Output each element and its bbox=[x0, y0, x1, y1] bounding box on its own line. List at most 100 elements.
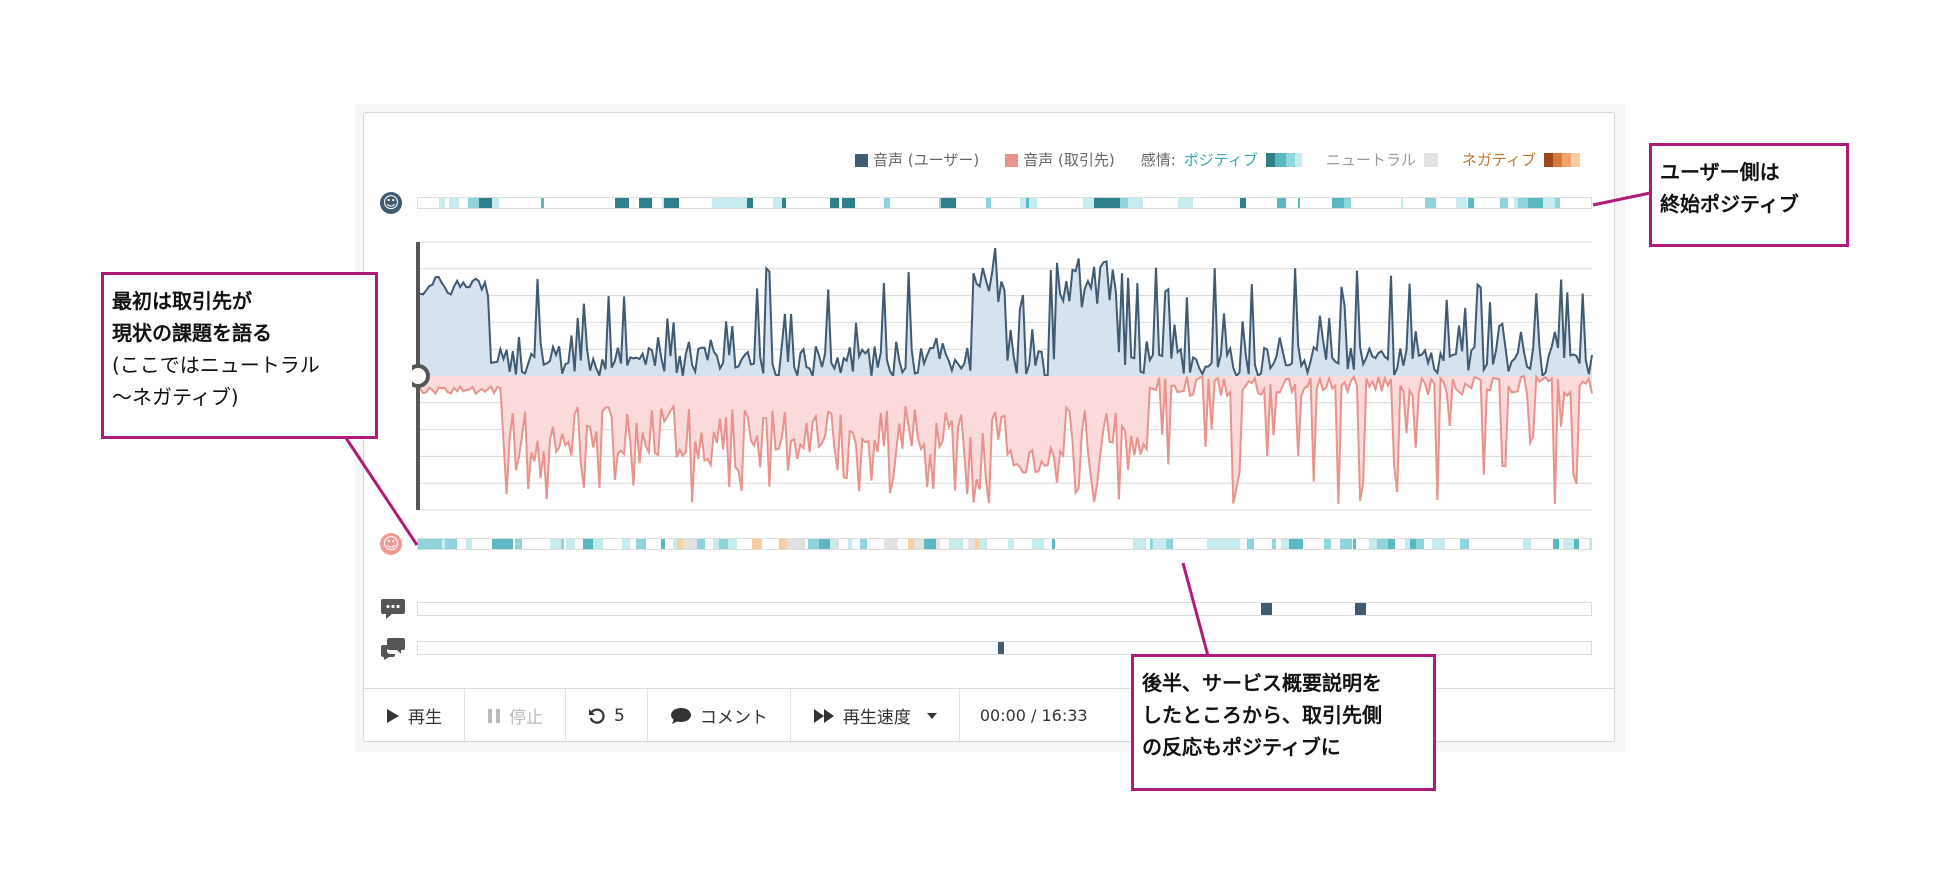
user-emotion-strip[interactable] bbox=[417, 197, 1592, 209]
emotion-segment bbox=[636, 539, 646, 549]
emotion-segment bbox=[1298, 198, 1300, 208]
legend-negative: ネガティブ bbox=[1461, 151, 1536, 169]
emotion-segment bbox=[949, 539, 963, 549]
comment-track[interactable] bbox=[417, 602, 1592, 616]
emotion-segment bbox=[1432, 539, 1445, 549]
emotion-segment bbox=[492, 539, 499, 549]
emotion-segment bbox=[975, 539, 979, 549]
emotion-segment bbox=[1166, 539, 1173, 549]
emotion-segment bbox=[713, 539, 719, 549]
comment-button[interactable]: コメント bbox=[648, 689, 791, 742]
emotion-segment bbox=[1026, 198, 1029, 208]
emotion-segment bbox=[1425, 198, 1436, 208]
emotion-segment bbox=[1518, 198, 1528, 208]
emotion-segment bbox=[445, 539, 457, 549]
emotion-segment bbox=[979, 539, 987, 549]
emotion-segment bbox=[662, 198, 664, 208]
emotion-segment bbox=[1133, 539, 1146, 549]
legend-emotion-label: 感情: bbox=[1140, 151, 1176, 169]
emotion-segment bbox=[1344, 198, 1351, 208]
emotion-segment bbox=[1543, 198, 1555, 208]
legend-user-voice: 音声 (ユーザー) bbox=[855, 149, 979, 170]
comment-bubbles-icon bbox=[381, 599, 405, 619]
emotion-segment bbox=[712, 198, 723, 208]
emotion-segment bbox=[1150, 539, 1153, 549]
legend-positive: ポジティブ bbox=[1183, 151, 1258, 169]
emotion-segment bbox=[1553, 539, 1559, 549]
emotion-segment bbox=[830, 539, 835, 549]
stop-button[interactable]: 停止 bbox=[465, 689, 566, 742]
emotion-segment bbox=[1178, 198, 1193, 208]
partner-voice-line bbox=[419, 373, 1593, 505]
legend: 音声 (ユーザー) 音声 (取引先) 感情: ポジティブ ニュートラル ネガティ… bbox=[855, 149, 1580, 170]
playhead-handle[interactable] bbox=[412, 364, 430, 388]
emotion-segment bbox=[842, 198, 855, 208]
emotion-segment bbox=[593, 539, 603, 549]
play-button[interactable]: 再生 bbox=[364, 689, 465, 742]
player-controls: 再生 停止 5 コメント 再生速度 00:00 / 16:33 bbox=[364, 688, 1614, 742]
emotion-segment bbox=[728, 539, 737, 549]
emotion-segment bbox=[1106, 198, 1120, 208]
emotion-segment bbox=[939, 198, 941, 208]
emotion-segment bbox=[1377, 539, 1388, 549]
emotion-segment bbox=[1153, 539, 1166, 549]
partner-emotion-strip[interactable] bbox=[417, 538, 1592, 550]
emotion-segment bbox=[1346, 539, 1352, 549]
emotion-segment bbox=[677, 539, 683, 549]
emotion-segment bbox=[1332, 198, 1344, 208]
legend-positive-gradient bbox=[1265, 152, 1302, 167]
emotion-segment bbox=[673, 539, 677, 549]
legend-partner-voice: 音声 (取引先) bbox=[1005, 149, 1115, 170]
callout-latter-half: 後半、サービス概要説明を したところから、取引先側 の反応もポジティブに bbox=[1131, 654, 1436, 791]
emotion-segment bbox=[1289, 539, 1303, 549]
emotion-segment bbox=[697, 539, 705, 549]
speed-dropdown[interactable]: 再生速度 bbox=[791, 689, 960, 742]
emotion-segment bbox=[492, 198, 499, 208]
emotion-segment bbox=[479, 198, 492, 208]
voice-waveform-chart[interactable] bbox=[412, 238, 1594, 514]
emotion-segment bbox=[830, 198, 839, 208]
comment-marker[interactable] bbox=[1355, 603, 1366, 615]
emotion-segment bbox=[1388, 539, 1395, 549]
emotion-segment bbox=[449, 198, 459, 208]
emotion-segment bbox=[747, 198, 753, 208]
emotion-segment bbox=[779, 539, 787, 549]
emotion-segment bbox=[835, 539, 839, 549]
emotion-segment bbox=[1405, 539, 1410, 549]
emotion-segment bbox=[884, 198, 890, 208]
rewind-icon bbox=[589, 708, 605, 724]
emotion-segment bbox=[782, 198, 786, 208]
callout-partner-start: 最初は取引先が 現状の課題を語る (ここではニュートラル 〜ネガティブ) bbox=[101, 272, 378, 439]
emotion-segment bbox=[914, 539, 924, 549]
emotion-segment bbox=[1128, 198, 1143, 208]
reply-track[interactable] bbox=[417, 641, 1592, 655]
emotion-segment bbox=[819, 539, 830, 549]
legend-neutral-swatch bbox=[1423, 152, 1438, 167]
emotion-segment bbox=[1416, 539, 1424, 549]
emotion-segment bbox=[968, 539, 975, 549]
rewind-button[interactable]: 5 bbox=[566, 689, 648, 742]
emotion-segment bbox=[1456, 198, 1467, 208]
play-icon bbox=[387, 708, 399, 723]
emotion-segment bbox=[664, 198, 679, 208]
emotion-segment bbox=[1207, 539, 1214, 549]
emotion-segment bbox=[1281, 539, 1289, 549]
emotion-segment bbox=[1020, 198, 1026, 208]
callout-user-side: ユーザー側は 終始ポジティブ bbox=[1649, 143, 1849, 247]
time-display: 00:00 / 16:33 bbox=[979, 706, 1088, 725]
emotion-segment bbox=[442, 539, 445, 549]
emotion-segment bbox=[723, 198, 732, 208]
emotion-segment bbox=[1240, 198, 1246, 208]
emotion-segment bbox=[1500, 198, 1508, 208]
emotion-segment bbox=[936, 539, 940, 549]
emotion-segment bbox=[466, 539, 472, 549]
emotion-segment bbox=[1340, 539, 1346, 549]
reply-marker[interactable] bbox=[998, 642, 1004, 654]
emotion-segment bbox=[787, 539, 792, 549]
emotion-segment bbox=[1120, 198, 1128, 208]
emotion-segment bbox=[583, 539, 593, 549]
emotion-segment bbox=[515, 539, 522, 549]
emotion-segment bbox=[1401, 198, 1403, 208]
comment-marker[interactable] bbox=[1261, 603, 1272, 615]
